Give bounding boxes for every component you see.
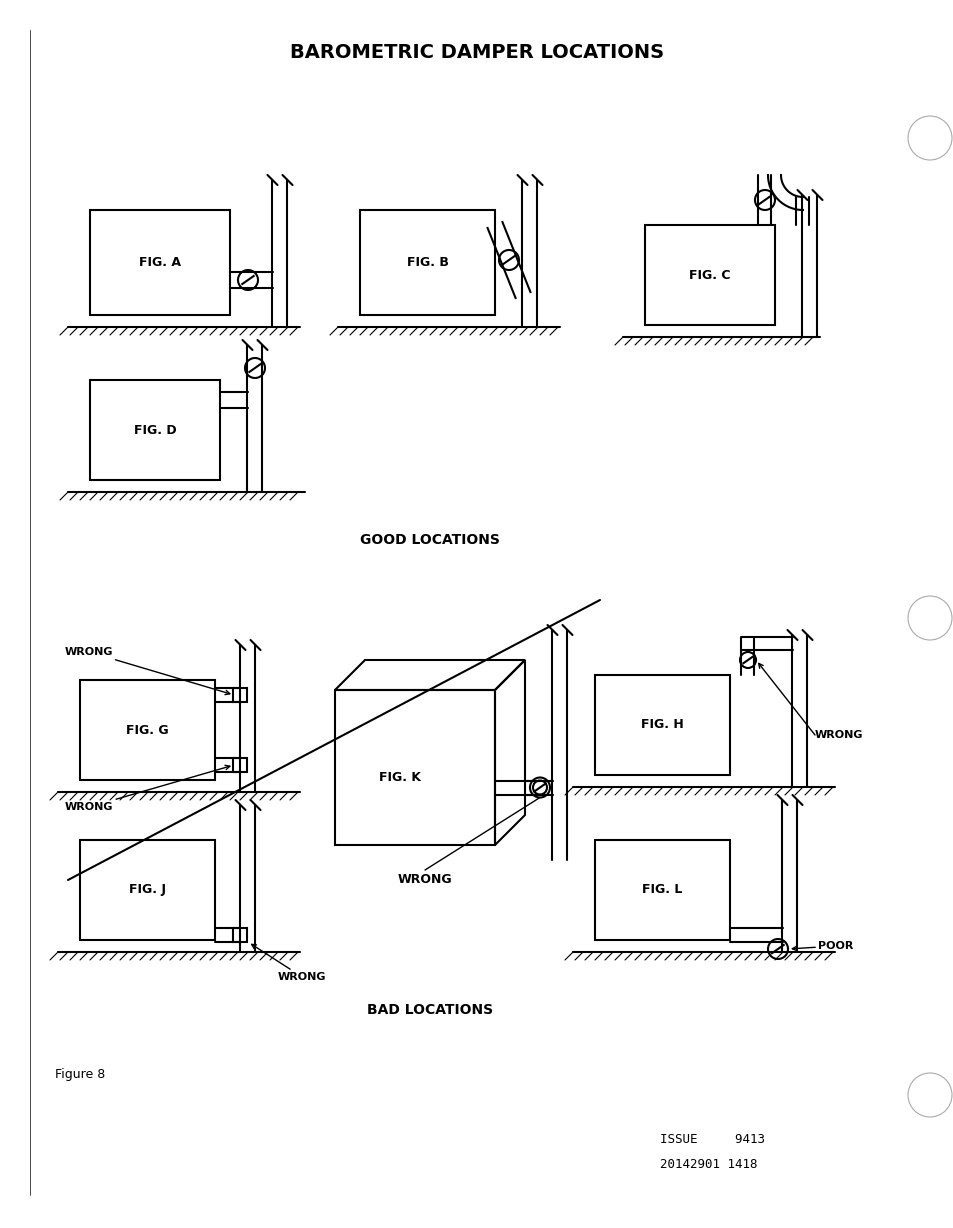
Text: FIG. C: FIG. C <box>688 269 730 281</box>
Text: WRONG: WRONG <box>814 729 862 740</box>
Bar <box>80 680 214 780</box>
Bar <box>80 840 214 939</box>
Text: FIG. A: FIG. A <box>139 255 181 269</box>
Bar <box>359 210 495 316</box>
Text: ISSUE     9413: ISSUE 9413 <box>659 1133 764 1147</box>
Bar <box>595 675 729 775</box>
Text: WRONG: WRONG <box>65 647 230 695</box>
Text: WRONG: WRONG <box>65 765 230 812</box>
Bar <box>595 840 729 939</box>
Bar <box>233 758 247 772</box>
Text: FIG. L: FIG. L <box>641 883 682 896</box>
Text: WRONG: WRONG <box>397 873 452 887</box>
Text: BAROMETRIC DAMPER LOCATIONS: BAROMETRIC DAMPER LOCATIONS <box>290 43 663 61</box>
Text: WRONG: WRONG <box>252 944 326 982</box>
Text: Figure 8: Figure 8 <box>55 1068 105 1082</box>
Bar <box>335 690 495 845</box>
Text: FIG. K: FIG. K <box>378 771 420 783</box>
Bar <box>90 210 230 316</box>
Text: FIG. J: FIG. J <box>129 883 166 896</box>
Text: FIG. D: FIG. D <box>133 424 176 436</box>
Bar <box>644 225 774 325</box>
Text: 20142901 1418: 20142901 1418 <box>659 1158 757 1172</box>
Text: POOR: POOR <box>792 941 853 950</box>
Bar <box>233 928 247 942</box>
Text: GOOD LOCATIONS: GOOD LOCATIONS <box>359 533 499 546</box>
Text: FIG. H: FIG. H <box>640 718 683 732</box>
Text: BAD LOCATIONS: BAD LOCATIONS <box>367 1003 493 1017</box>
Text: FIG. B: FIG. B <box>406 255 448 269</box>
Bar <box>233 688 247 702</box>
Text: FIG. G: FIG. G <box>126 723 169 737</box>
Bar <box>90 379 220 480</box>
